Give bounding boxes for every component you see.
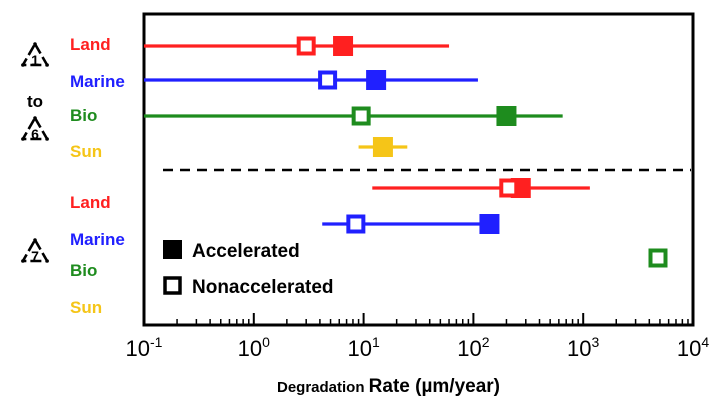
x-tick-exponent: 1 (372, 334, 380, 350)
recycle-code: 1 (31, 52, 39, 68)
x-tick-base: 10 (347, 336, 371, 361)
accelerated-marker-marine (479, 214, 500, 234)
row-label-marine: Marine (70, 230, 125, 249)
nonaccelerated-marker-land (296, 36, 316, 56)
row-label-sun: Sun (70, 298, 102, 317)
recycle-code-7-icon: 7 (21, 238, 49, 264)
legend-nonaccelerated-swatch (163, 276, 182, 295)
recycle-arrow-tip (33, 238, 37, 242)
recycle-arrow-tip (21, 63, 25, 67)
x-tick-base: 10 (457, 336, 481, 361)
recycle-arrow-tip (45, 63, 49, 67)
x-axis-label: Degradation Rate (µm/year) (277, 376, 500, 397)
x-tick-exponent: 2 (482, 334, 490, 350)
nonaccelerated-marker-bio (351, 106, 371, 126)
nonaccelerated-marker-marine (318, 70, 338, 90)
legend-nonaccelerated-label: Nonaccelerated (192, 277, 334, 298)
x-tick-exponent: 4 (701, 334, 709, 350)
x-tick-exponent: 0 (262, 334, 270, 350)
nonaccelerated-marker-bio (648, 248, 668, 268)
recycle-code: 6 (31, 126, 39, 142)
row-label-bio: Bio (70, 261, 97, 280)
legend-accelerated-label: Accelerated (192, 241, 300, 262)
accelerated-marker-bio (496, 106, 517, 126)
x-tick-label: 10-1 (126, 334, 163, 361)
recycle-arrow-tip (33, 42, 37, 46)
x-tick-exponent: -1 (150, 334, 163, 350)
recycle-code-6-icon: 6 (21, 116, 49, 142)
plot-frame (142, 12, 695, 327)
legend-accelerated-swatch (163, 240, 182, 259)
recycle-arrow-tip (45, 137, 49, 141)
accelerated-marker-sun (372, 137, 393, 157)
recycle-code: 7 (31, 248, 39, 264)
x-tick-base: 10 (567, 336, 591, 361)
row-label-land: Land (70, 35, 111, 54)
x-tick-label: 104 (677, 334, 709, 361)
nonaccelerated-marker-land (499, 178, 519, 198)
row-label-bio: Bio (70, 106, 97, 125)
row-label-marine: Marine (70, 72, 125, 91)
row-label-sun: Sun (70, 142, 102, 161)
accelerated-marker-land (333, 36, 354, 56)
legend: Accelerated Nonaccelerated (163, 240, 334, 298)
x-tick-label: 103 (567, 334, 599, 361)
x-tick-base: 10 (126, 336, 150, 361)
x-axis-label-part: Degradation (277, 379, 365, 396)
recycle-arrow-tip (21, 137, 25, 141)
recycle-arrow-tip (45, 259, 49, 263)
x-tick-base: 10 (677, 336, 701, 361)
recycle-triangle (21, 238, 49, 263)
x-tick-label: 100 (238, 334, 270, 361)
accelerated-marker-marine (366, 70, 387, 90)
range-to-label: to (27, 92, 43, 111)
x-tick-label: 101 (347, 334, 379, 361)
recycle-arrow-tip (33, 116, 37, 120)
x-tick-base: 10 (238, 336, 262, 361)
x-tick-label: 102 (457, 334, 489, 361)
recycle-triangle (21, 116, 49, 141)
x-tick-exponent: 3 (592, 334, 600, 350)
row-label-land: Land (70, 193, 111, 212)
recycle-code-1-icon: 1 (21, 42, 49, 68)
nonaccelerated-marker-marine (346, 214, 366, 234)
recycle-arrow-tip (21, 259, 25, 263)
x-axis-label-part: Rate (µm/year) (369, 376, 500, 397)
recycle-triangle (21, 42, 49, 67)
